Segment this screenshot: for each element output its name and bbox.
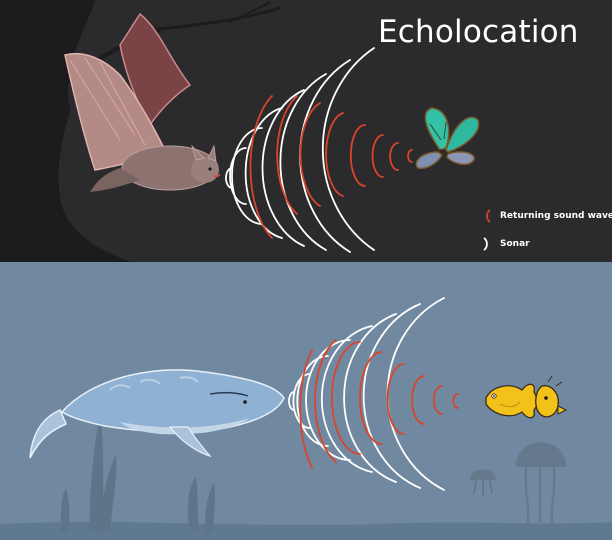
- bat-illustration: [64, 12, 221, 192]
- tree-illustration: [0, 0, 281, 262]
- whale-illustration: [29, 369, 285, 459]
- legend-label-returning: Returning sound waves: [500, 211, 612, 221]
- bat-panel: Echolocation Returning sound waves Sonar: [0, 0, 612, 262]
- whale-panel: [0, 262, 612, 540]
- whale-returning-waves: [299, 339, 459, 469]
- legend-item-returning: Returning sound waves: [480, 205, 612, 227]
- bat-scene: [0, 0, 480, 262]
- fish-illustration: [485, 375, 568, 419]
- butterfly-illustration: [415, 107, 480, 170]
- seaweed-illustration: [60, 412, 215, 532]
- whale-scene: [0, 297, 612, 540]
- legend: Returning sound waves Sonar: [480, 205, 612, 261]
- white-arc-icon: [483, 237, 488, 251]
- seabed: [0, 522, 612, 540]
- whale-sonar-waves: [288, 297, 445, 491]
- page-title: Echolocation: [378, 14, 579, 50]
- red-arc-icon: [486, 209, 491, 223]
- jellyfish-illustration: [470, 442, 566, 525]
- bat-returning-waves: [249, 95, 413, 239]
- legend-item-sonar: Sonar: [480, 233, 612, 255]
- bat-sonar-waves: [225, 47, 375, 253]
- legend-label-sonar: Sonar: [500, 239, 530, 249]
